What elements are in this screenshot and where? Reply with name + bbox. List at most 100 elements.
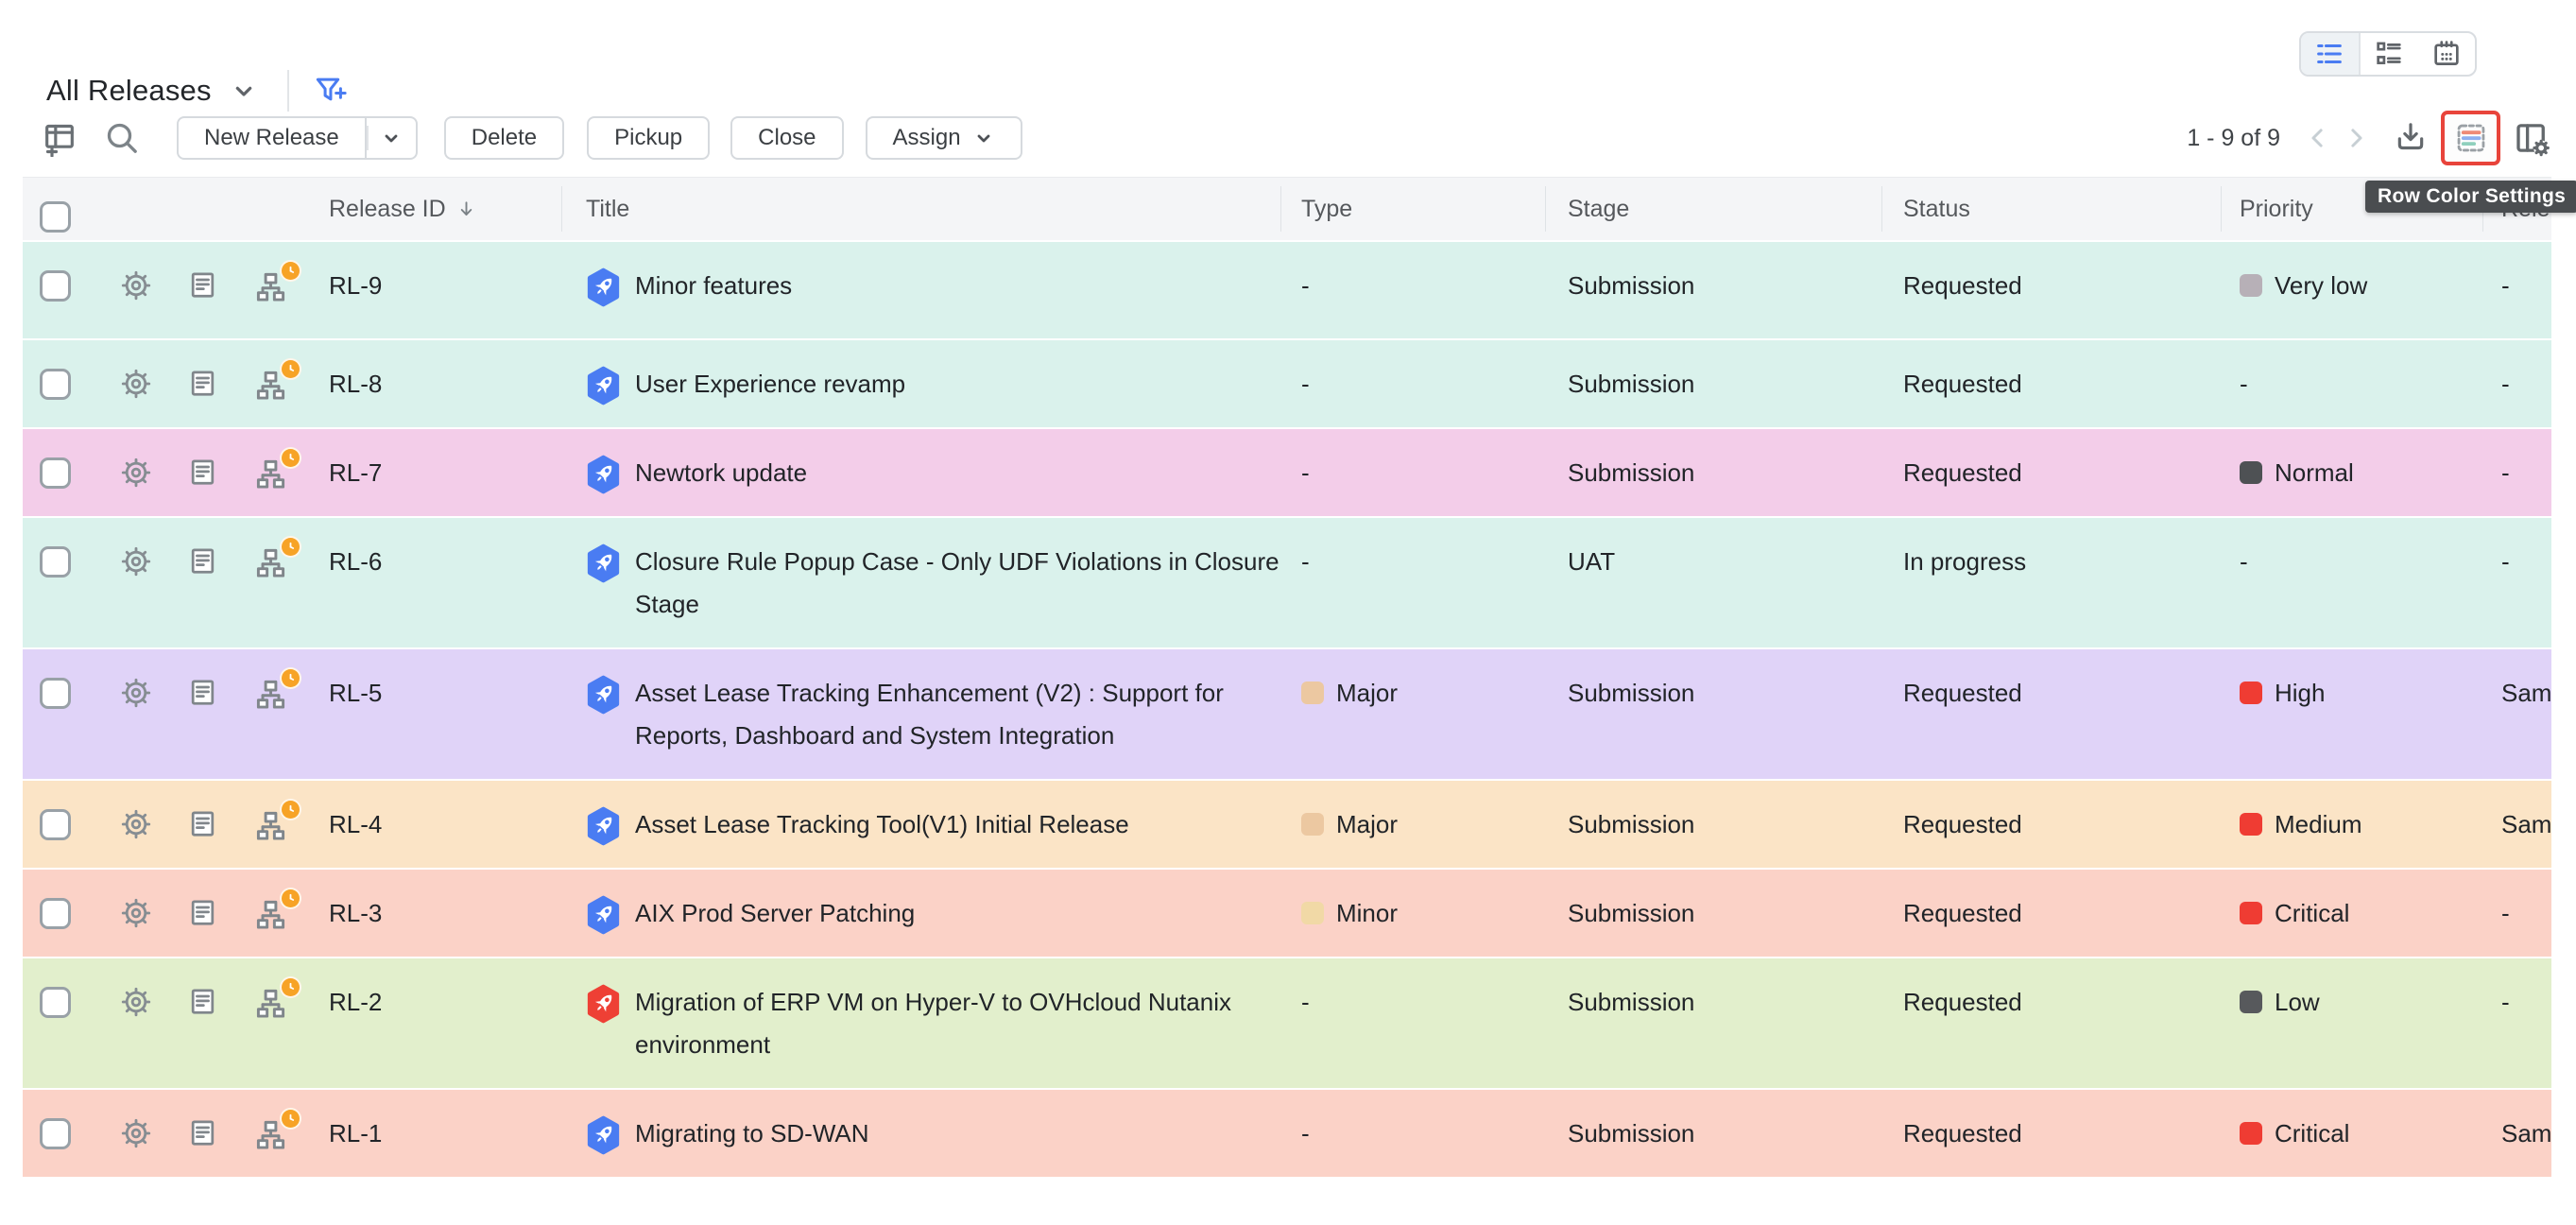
gear-icon[interactable] (120, 986, 152, 1018)
add-table-icon[interactable] (41, 119, 78, 157)
row-checkbox[interactable] (40, 987, 71, 1018)
release-title-link[interactable]: Migrating to SD-WAN (586, 1113, 869, 1155)
assign-button[interactable]: Assign (865, 116, 1022, 160)
release-title-link[interactable]: Newtork update (586, 452, 807, 494)
status-cell: Requested (1881, 958, 2221, 1088)
row-checkbox[interactable] (40, 678, 71, 709)
gear-icon[interactable] (120, 1117, 152, 1149)
gear-icon[interactable] (120, 269, 152, 302)
workflow-icon[interactable] (253, 799, 301, 843)
release-id[interactable]: RL-9 (329, 271, 383, 300)
pending-clock-badge (279, 976, 301, 998)
release-title-link[interactable]: AIX Prod Server Patching (586, 892, 915, 935)
worklog-icon[interactable] (187, 368, 218, 399)
status-cell: Requested (1881, 1090, 2221, 1177)
release-title-link[interactable]: Closure Rule Popup Case - Only UDF Viola… (586, 541, 1280, 626)
workflow-icon[interactable] (253, 447, 301, 492)
gear-icon[interactable] (120, 677, 152, 709)
export-icon[interactable] (2392, 119, 2430, 157)
prev-page-icon[interactable] (2304, 124, 2332, 152)
column-header-title[interactable]: Title (561, 178, 1280, 240)
release-engineer-value: Sam (2501, 679, 2551, 707)
row-checkbox[interactable] (40, 457, 71, 489)
pagination-label: 1 - 9 of 9 (2187, 124, 2280, 151)
list-view-tab[interactable] (2301, 33, 2361, 75)
release-title-link[interactable]: User Experience revamp (586, 363, 905, 405)
page-title[interactable]: All Releases (46, 74, 212, 107)
row-select-cell (23, 649, 102, 779)
divider (286, 70, 289, 112)
worklog-icon[interactable] (187, 1117, 218, 1148)
row-checkbox[interactable] (40, 546, 71, 578)
gear-icon[interactable] (120, 457, 152, 489)
priority-value: - (2240, 547, 2248, 576)
worklog-icon[interactable] (187, 986, 218, 1017)
row-checkbox[interactable] (40, 809, 71, 840)
column-header-type[interactable]: Type (1280, 178, 1545, 240)
worklog-icon[interactable] (187, 808, 218, 839)
release-id[interactable]: RL-4 (329, 810, 383, 838)
release-id-cell: RL-4 (306, 781, 561, 868)
select-all-checkbox[interactable] (40, 201, 71, 233)
release-id[interactable]: RL-8 (329, 370, 383, 398)
new-release-button[interactable]: New Release (177, 116, 367, 160)
workflow-icon[interactable] (253, 358, 301, 403)
release-id[interactable]: RL-6 (329, 547, 383, 576)
column-header-stage[interactable]: Stage (1545, 178, 1881, 240)
search-icon[interactable] (103, 119, 141, 157)
rocket-badge-icon (586, 672, 635, 715)
pickup-button[interactable]: Pickup (587, 116, 711, 160)
rocket-badge-icon (586, 363, 635, 405)
release-title-link[interactable]: Migration of ERP VM on Hyper-V to OVHclo… (586, 981, 1280, 1066)
release-id[interactable]: RL-1 (329, 1119, 383, 1147)
stage-value: Submission (1568, 679, 1695, 707)
worklog-icon[interactable] (187, 897, 218, 928)
worklog-icon[interactable] (187, 677, 218, 708)
delete-button[interactable]: Delete (443, 116, 565, 160)
release-id[interactable]: RL-3 (329, 899, 383, 927)
filter-add-icon[interactable] (312, 73, 348, 109)
release-id[interactable]: RL-5 (329, 679, 383, 707)
column-header-priority[interactable]: Priority (2221, 178, 2482, 240)
column-header-release-id[interactable]: Release ID (306, 178, 561, 240)
row-checkbox[interactable] (40, 369, 71, 400)
worklog-icon[interactable] (187, 457, 218, 488)
row-checkbox[interactable] (40, 898, 71, 929)
workflow-icon[interactable] (253, 888, 301, 932)
card-view-tab[interactable] (2361, 33, 2418, 75)
row-color-settings-button[interactable] (2441, 111, 2500, 165)
row-select-cell (23, 242, 102, 338)
priority-cell: Critical (2221, 870, 2482, 957)
chevron-down-icon[interactable] (229, 76, 259, 106)
column-header-status[interactable]: Status (1881, 178, 2221, 240)
release-id[interactable]: RL-7 (329, 458, 383, 487)
calendar-view-tab[interactable] (2417, 33, 2475, 75)
release-id-cell: RL-5 (306, 649, 561, 779)
row-notes-cell (170, 649, 234, 779)
release-title-link[interactable]: Asset Lease Tracking Enhancement (V2) : … (586, 672, 1280, 757)
gear-icon[interactable] (120, 897, 152, 929)
stage-cell: Submission (1545, 649, 1881, 779)
column-settings-icon[interactable] (2512, 118, 2551, 158)
row-checkbox[interactable] (40, 270, 71, 302)
type-value: - (1301, 1119, 1310, 1147)
release-id-cell: RL-7 (306, 429, 561, 516)
gear-icon[interactable] (120, 368, 152, 400)
row-checkbox[interactable] (40, 1118, 71, 1149)
workflow-icon[interactable] (253, 976, 301, 1021)
worklog-icon[interactable] (187, 545, 218, 577)
workflow-icon[interactable] (253, 667, 301, 712)
workflow-icon[interactable] (253, 1108, 301, 1152)
release-id[interactable]: RL-2 (329, 988, 383, 1016)
gear-icon[interactable] (120, 808, 152, 840)
next-page-icon[interactable] (2342, 124, 2370, 152)
row-notes-cell (170, 1090, 234, 1177)
workflow-icon[interactable] (253, 536, 301, 580)
close-button[interactable]: Close (730, 116, 844, 160)
release-title-link[interactable]: Minor features (586, 265, 792, 307)
workflow-icon[interactable] (253, 260, 301, 304)
release-title-link[interactable]: Asset Lease Tracking Tool(V1) Initial Re… (586, 803, 1129, 846)
gear-icon[interactable] (120, 545, 152, 578)
new-release-dropdown-button[interactable] (366, 116, 418, 160)
worklog-icon[interactable] (187, 269, 218, 301)
